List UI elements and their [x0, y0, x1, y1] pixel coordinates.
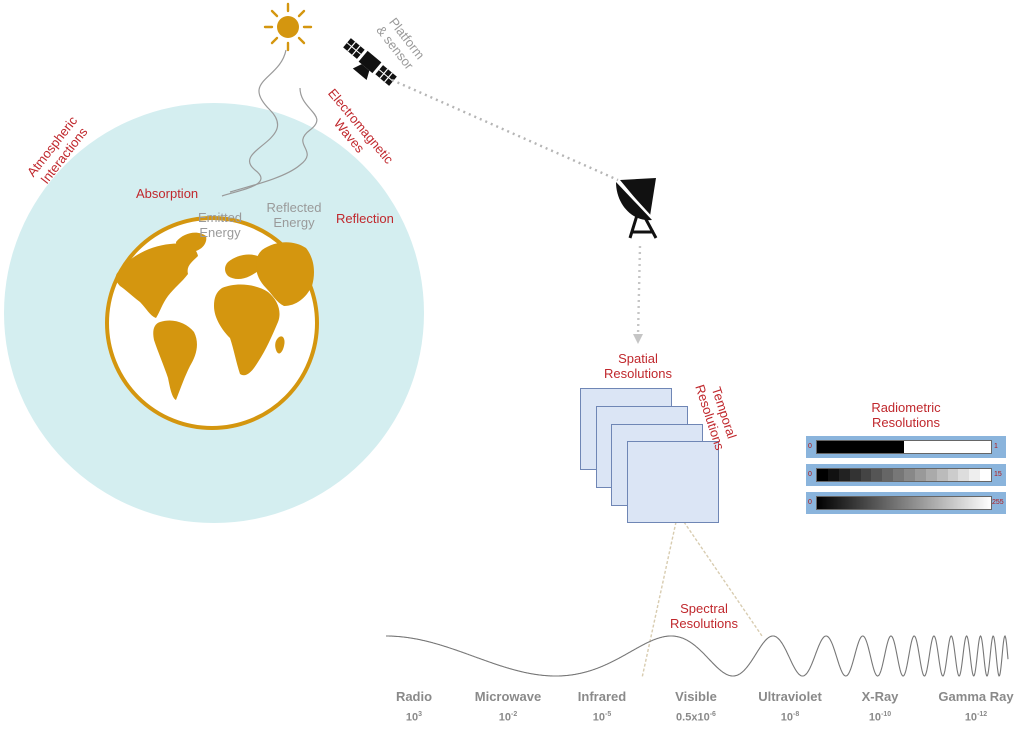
spatial-resolutions-label: Spatial Resolutions: [604, 351, 672, 381]
spectrum-band-name: Microwave: [474, 689, 542, 704]
spatial-frame-4: [627, 441, 719, 523]
gray-step: [817, 469, 828, 481]
radiometric-bar-binary: [816, 440, 992, 454]
radiometric-bar-16-levels: [816, 468, 992, 482]
downlink-line: [391, 78, 619, 182]
radiometric-min: 0: [808, 443, 812, 450]
gray-step: [958, 469, 970, 481]
emitted-energy-label: Emitted Energy: [197, 210, 243, 240]
gray-step: [871, 469, 883, 481]
processing-line: [636, 245, 642, 337]
spectral-zoom-right: [683, 521, 763, 637]
reflection-label: Reflection: [336, 211, 394, 226]
spectral-resolutions-label: Spectral Resolutions: [670, 601, 738, 631]
spectrum-band-wavelength: 0.5x10-6: [676, 711, 716, 724]
gray-step: [980, 469, 991, 481]
gray-step: [914, 469, 926, 481]
gray-step: [947, 469, 959, 481]
gray-step: [904, 469, 915, 481]
radiometric-min: 0: [808, 471, 812, 478]
spectrum-band-name: Gamma Ray: [938, 689, 1014, 704]
spectrum-band-wavelength: 10-12: [964, 711, 988, 724]
radiometric-bar-256-levels: [816, 496, 992, 510]
spectrum-band-wavelength: 10-2: [498, 711, 518, 724]
gray-step: [925, 469, 937, 481]
earth-globe-icon: [105, 216, 319, 430]
reflected-wave: [229, 87, 318, 193]
spectrum-band-wavelength: 103: [405, 711, 423, 724]
spectrum-band-name: Radio: [395, 689, 433, 704]
gray-step: [849, 469, 861, 481]
spectrum-band-wavelength: 10-5: [592, 711, 612, 724]
radiometric-row-4bit: 0 15: [806, 464, 1006, 486]
gray-step: [969, 469, 981, 481]
radiometric-min: 0: [808, 499, 812, 506]
gray-step: [838, 469, 850, 481]
sun-icon: [263, 2, 313, 52]
ground-station-icon: [616, 178, 658, 239]
absorption-label: Absorption: [136, 186, 199, 201]
radiometric-row-1bit: 0 1: [806, 436, 1006, 458]
spectrum-band-wavelength: 10-8: [780, 711, 800, 724]
spectrum-band-name: X-Ray: [861, 689, 899, 704]
radiometric-resolutions-label: Radiometric Resolutions: [871, 400, 941, 430]
gray-step: [893, 469, 904, 481]
satellite-icon: [343, 38, 397, 86]
radiometric-row-8bit: 0 255: [806, 492, 1006, 514]
gray-step: [827, 469, 839, 481]
spectrum-band-wavelength: 10-10: [868, 711, 892, 724]
gray-step: [882, 469, 894, 481]
radiometric-max: 1: [994, 443, 998, 450]
spectrum-band-name: Visible: [675, 689, 717, 704]
spectrum-band-name: Infrared: [577, 689, 627, 704]
gray-step: [936, 469, 948, 481]
gray-step: [860, 469, 872, 481]
spectrum-wave: [386, 635, 1009, 677]
spectral-zoom-left: [641, 521, 677, 679]
radiometric-max: 15: [994, 471, 1002, 478]
reflected-energy-label: Reflected Energy: [266, 200, 322, 230]
spectrum-band-name: Ultraviolet: [758, 689, 822, 704]
radiometric-max: 255: [992, 499, 1004, 506]
